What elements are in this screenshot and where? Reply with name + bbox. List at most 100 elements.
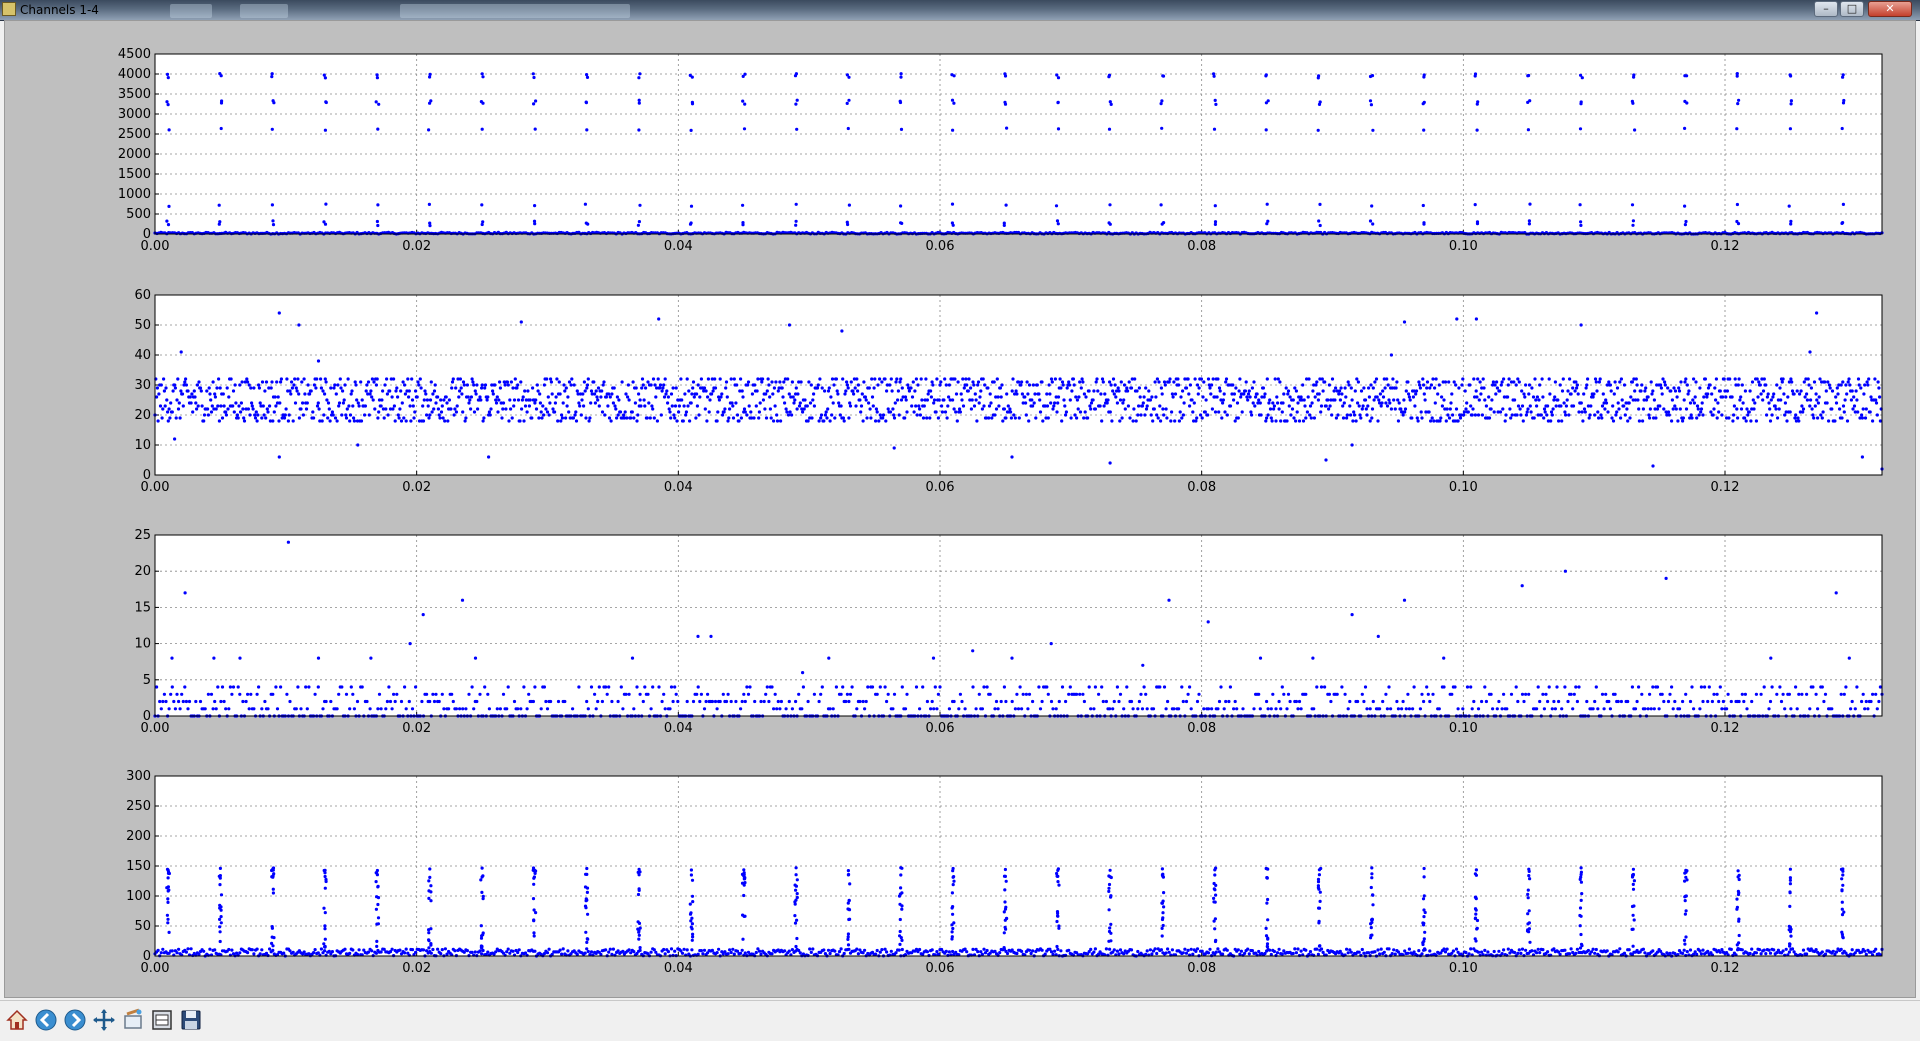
maximize-button[interactable]: □: [1840, 1, 1864, 17]
data-point: [1080, 386, 1083, 389]
data-point: [453, 949, 456, 952]
data-point: [918, 407, 921, 410]
data-point: [1055, 707, 1058, 710]
data-point: [1496, 707, 1499, 710]
data-point: [874, 419, 877, 422]
data-point: [256, 419, 259, 422]
data-point: [1025, 413, 1028, 416]
data-point: [693, 395, 696, 398]
data-point: [759, 700, 762, 703]
data-point: [1609, 383, 1612, 386]
data-point: [1380, 404, 1383, 407]
data-point: [918, 707, 921, 710]
data-point: [587, 377, 590, 380]
data-point: [1064, 700, 1067, 703]
data-point: [621, 707, 624, 710]
data-point: [1684, 223, 1687, 226]
data-point: [1736, 203, 1739, 206]
data-point: [1515, 413, 1518, 416]
data-point: [1208, 386, 1211, 389]
y-tick-label: 50: [134, 318, 151, 333]
y-tick-label: 3000: [118, 107, 151, 122]
data-point: [1335, 416, 1338, 419]
data-point: [1373, 380, 1376, 383]
data-point: [1372, 386, 1375, 389]
data-point: [619, 410, 622, 413]
data-point: [1877, 386, 1880, 389]
data-point: [1319, 410, 1322, 413]
data-point: [160, 707, 163, 710]
data-point: [202, 950, 205, 953]
x-tick-label: 0.06: [926, 721, 955, 736]
data-point: [1648, 693, 1651, 696]
data-point: [448, 398, 451, 401]
close-button[interactable]: ✕: [1868, 1, 1912, 17]
data-point: [1535, 404, 1538, 407]
data-point: [1676, 395, 1679, 398]
minimize-button[interactable]: –: [1814, 1, 1838, 17]
data-point: [1406, 380, 1409, 383]
data-point: [1447, 380, 1450, 383]
data-point: [1160, 127, 1163, 130]
data-point: [1717, 700, 1720, 703]
data-point: [395, 386, 398, 389]
data-point: [607, 392, 610, 395]
data-point: [438, 416, 441, 419]
data-point: [1836, 392, 1839, 395]
data-point: [1720, 707, 1723, 710]
data-point: [1699, 410, 1702, 413]
data-point: [801, 410, 804, 413]
data-point: [1078, 380, 1081, 383]
data-point: [792, 395, 795, 398]
data-point: [1068, 383, 1071, 386]
data-point: [504, 407, 507, 410]
data-point: [810, 383, 813, 386]
data-point: [762, 398, 765, 401]
data-point: [1796, 707, 1799, 710]
data-point: [324, 377, 327, 380]
data-point: [397, 413, 400, 416]
data-point: [1103, 392, 1106, 395]
data-point: [866, 685, 869, 688]
data-point: [1256, 392, 1259, 395]
data-point: [1756, 377, 1759, 380]
data-point: [276, 707, 279, 710]
data-point: [1028, 693, 1031, 696]
data-point: [1599, 377, 1602, 380]
data-point: [1739, 395, 1742, 398]
data-point: [1676, 419, 1679, 422]
data-point: [558, 380, 561, 383]
data-point: [1831, 389, 1834, 392]
data-point: [1528, 383, 1531, 386]
data-point: [1797, 419, 1800, 422]
data-point: [861, 392, 864, 395]
data-point: [670, 392, 673, 395]
data-point: [442, 707, 445, 710]
data-point: [260, 416, 263, 419]
data-point: [464, 419, 467, 422]
x-tick-label: 0.06: [926, 961, 955, 976]
data-point: [218, 419, 221, 422]
data-point: [1685, 407, 1688, 410]
data-point: [1692, 377, 1695, 380]
data-point: [1022, 693, 1025, 696]
data-point: [1774, 404, 1777, 407]
data-point: [1877, 380, 1880, 383]
data-point: [1328, 693, 1331, 696]
data-point: [325, 700, 328, 703]
data-point: [1673, 700, 1676, 703]
data-point: [683, 392, 686, 395]
data-point: [394, 419, 397, 422]
data-point: [617, 398, 620, 401]
data-point: [311, 410, 314, 413]
data-point: [1782, 693, 1785, 696]
data-point: [1286, 392, 1289, 395]
data-point: [686, 404, 689, 407]
window-titlebar[interactable]: Channels 1-4 – □ ✕: [0, 0, 1920, 21]
data-point: [719, 377, 722, 380]
